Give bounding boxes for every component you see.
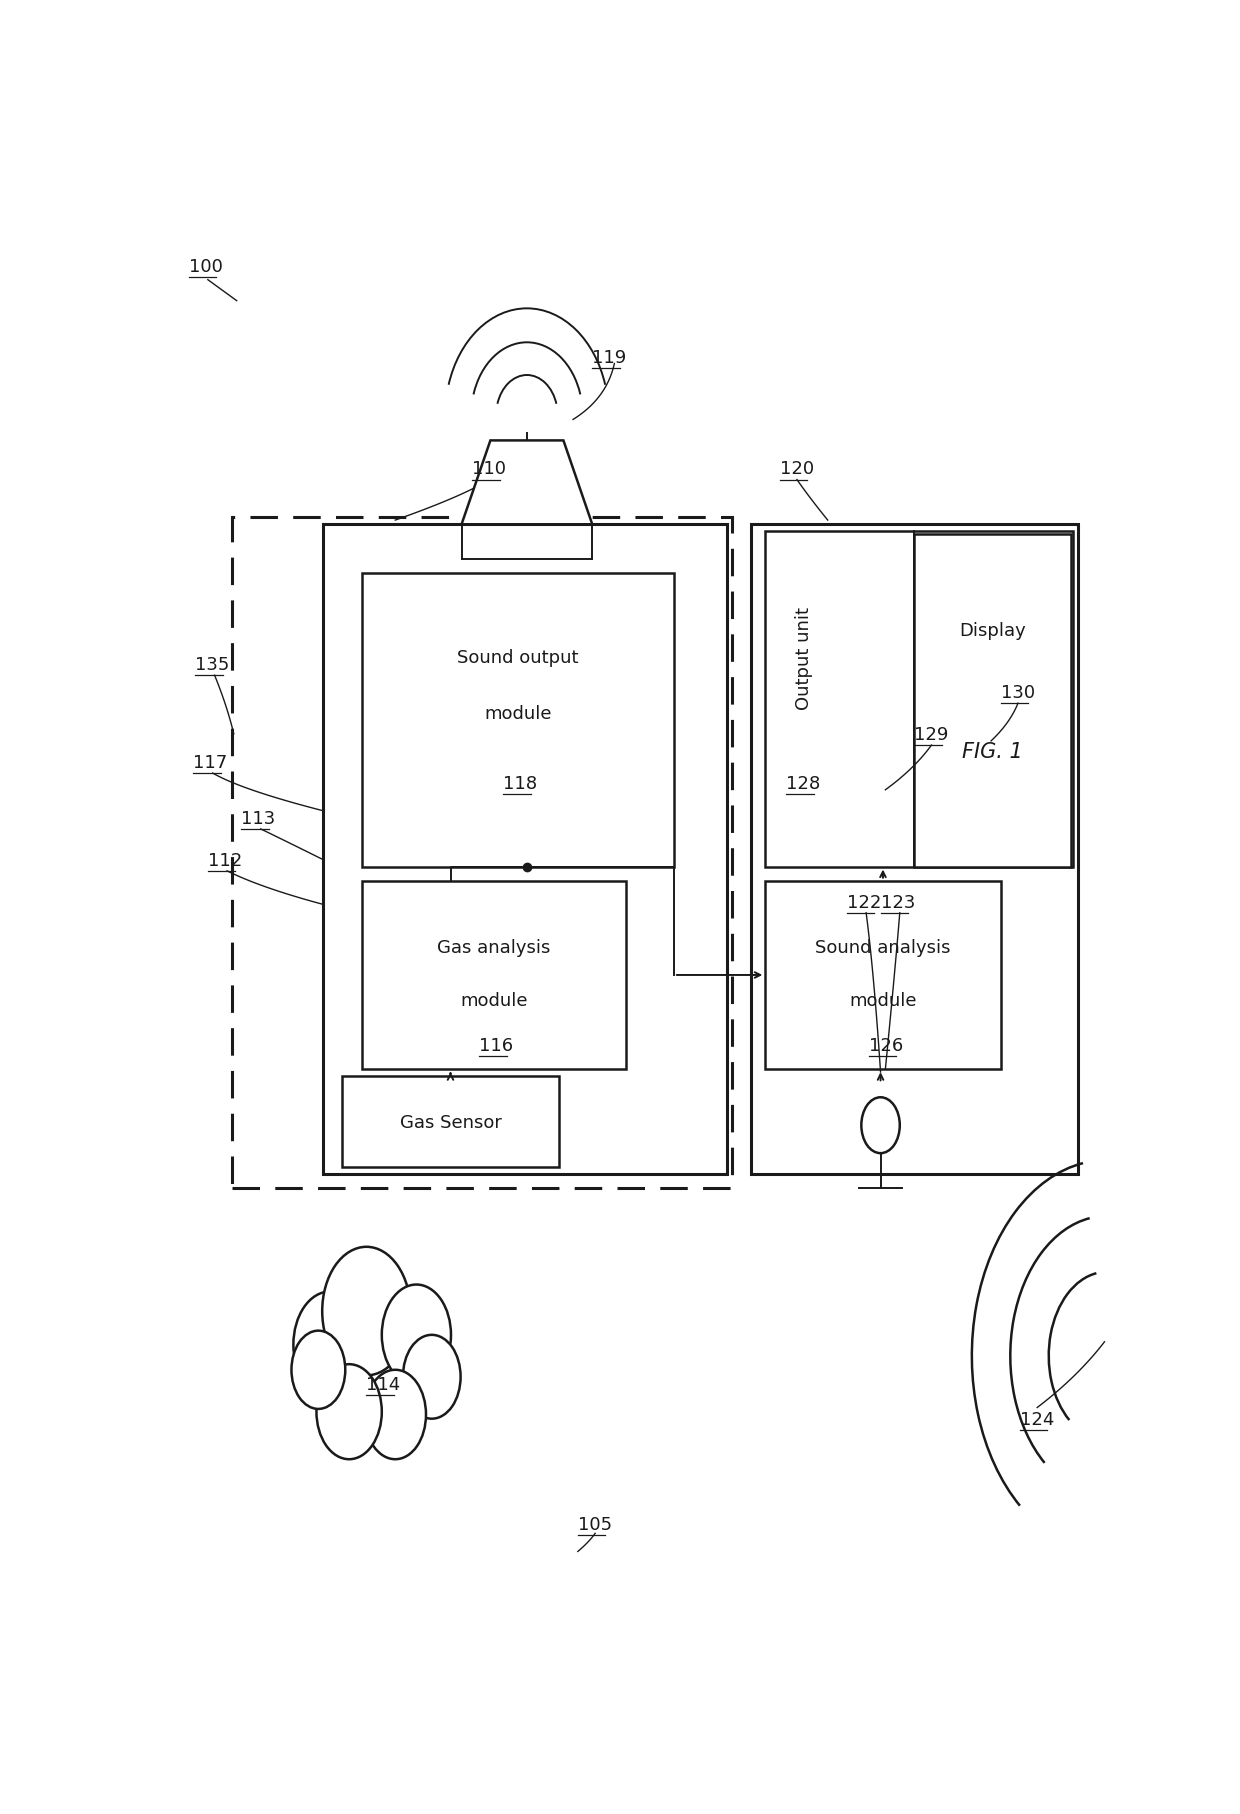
Text: 122: 122 xyxy=(847,892,882,911)
Text: 123: 123 xyxy=(880,892,915,911)
Text: 112: 112 xyxy=(208,851,242,869)
Text: 105: 105 xyxy=(578,1515,613,1533)
Text: 129: 129 xyxy=(914,726,949,744)
Bar xyxy=(362,882,626,1070)
Bar xyxy=(765,532,1073,867)
Text: Gas Sensor: Gas Sensor xyxy=(399,1114,501,1132)
Text: 117: 117 xyxy=(193,753,228,771)
Text: 135: 135 xyxy=(196,655,229,673)
Circle shape xyxy=(382,1284,451,1386)
Circle shape xyxy=(365,1370,427,1460)
Bar xyxy=(751,524,1078,1174)
Text: 116: 116 xyxy=(480,1036,513,1054)
Circle shape xyxy=(316,1364,382,1460)
Text: 128: 128 xyxy=(786,775,821,793)
Text: Gas analysis: Gas analysis xyxy=(436,938,551,956)
Circle shape xyxy=(291,1331,345,1409)
Circle shape xyxy=(862,1097,900,1154)
Text: module: module xyxy=(484,704,552,722)
Text: 114: 114 xyxy=(367,1375,401,1393)
Bar xyxy=(342,1078,558,1168)
Text: 113: 113 xyxy=(242,809,275,827)
Circle shape xyxy=(322,1246,410,1375)
Bar xyxy=(765,882,1001,1070)
Text: 124: 124 xyxy=(1019,1409,1054,1428)
Circle shape xyxy=(294,1292,367,1399)
Text: FIG. 1: FIG. 1 xyxy=(962,742,1023,762)
Bar xyxy=(914,535,1071,867)
Text: 110: 110 xyxy=(472,461,506,479)
Text: module: module xyxy=(460,992,527,1010)
Text: 118: 118 xyxy=(503,775,537,793)
Text: 120: 120 xyxy=(780,461,813,479)
Bar xyxy=(324,524,727,1174)
Text: Display: Display xyxy=(959,622,1025,640)
Text: 119: 119 xyxy=(593,348,626,366)
Text: 130: 130 xyxy=(1001,684,1035,702)
Text: 100: 100 xyxy=(188,258,222,276)
Text: Output unit: Output unit xyxy=(795,606,812,709)
Text: module: module xyxy=(849,992,916,1010)
Text: Sound analysis: Sound analysis xyxy=(815,938,951,956)
Bar xyxy=(362,573,675,867)
Circle shape xyxy=(403,1335,460,1419)
Text: Sound output: Sound output xyxy=(458,649,579,668)
Text: 126: 126 xyxy=(868,1036,903,1054)
Polygon shape xyxy=(461,441,593,524)
Bar xyxy=(232,519,732,1188)
